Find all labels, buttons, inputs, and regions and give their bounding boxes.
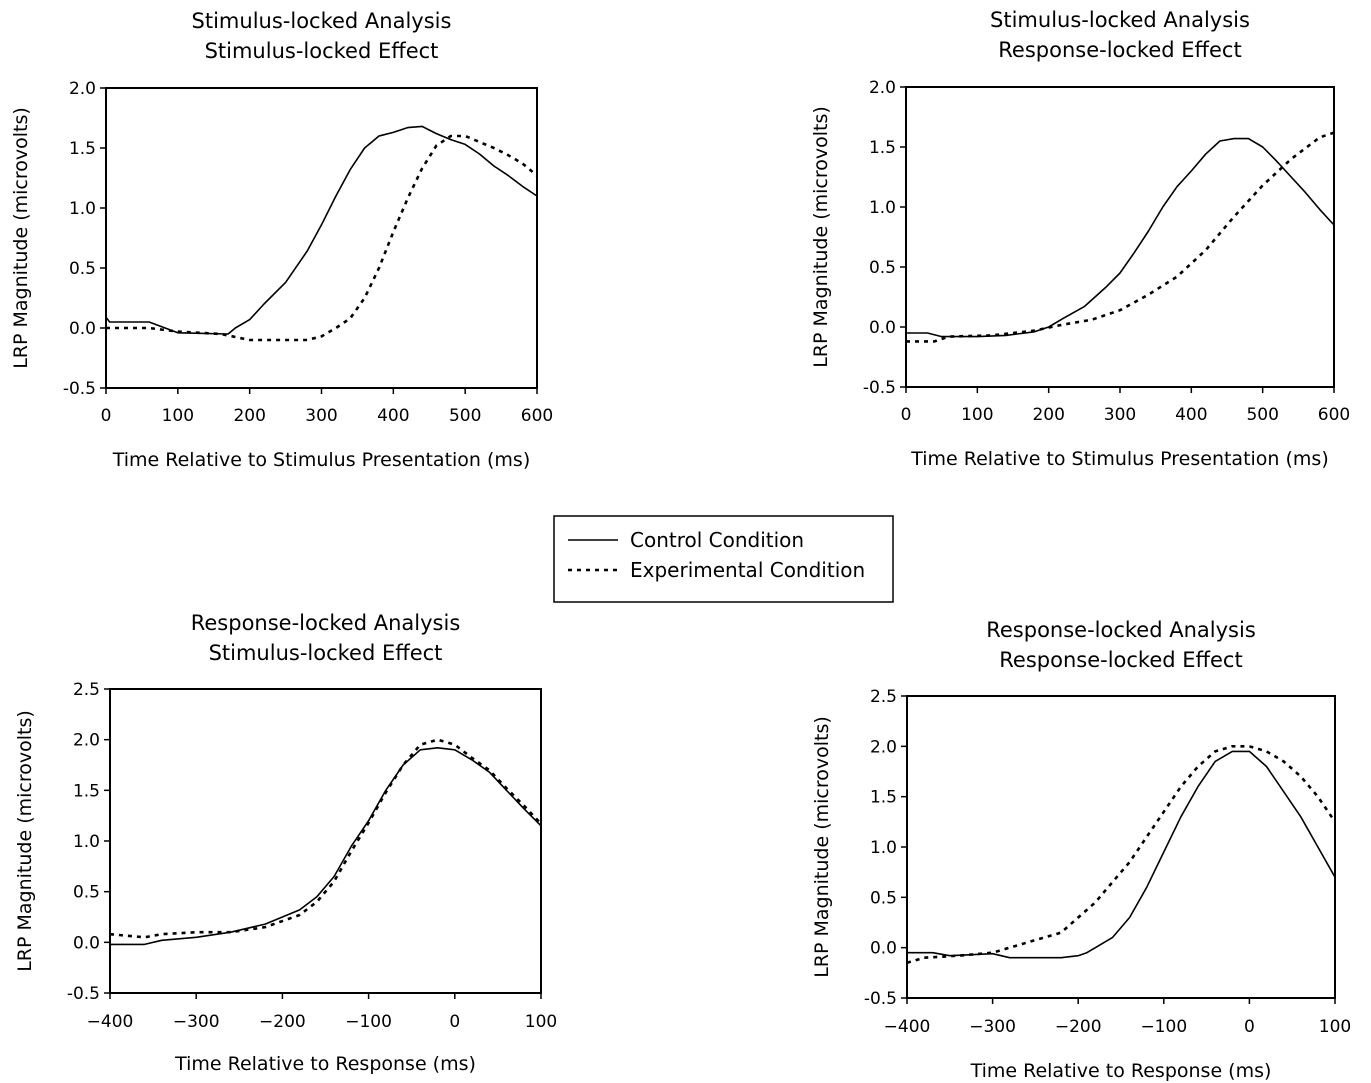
x-tick-label: 100 [525, 1012, 557, 1032]
y-tick-label: 2.0 [69, 79, 96, 99]
plot-frame [109, 688, 542, 994]
y-tick-label: 2.5 [870, 687, 897, 707]
x-tick-label: −200 [259, 1012, 306, 1032]
chart-title-line: Stimulus-locked Effect [209, 641, 443, 665]
x-axis-label: Time Relative to Response (ms) [174, 1053, 476, 1075]
y-axis-label: LRP Magnitude (microvolts) [14, 710, 36, 972]
experimental-condition-line [106, 134, 538, 342]
y-tick-label: 0.0 [870, 939, 897, 959]
x-tick-label: −400 [87, 1012, 134, 1032]
y-tick-label: 1.5 [73, 781, 100, 801]
y-tick-label: 1.0 [869, 198, 896, 218]
x-axis-label: Time Relative to Stimulus Presentation (… [112, 449, 531, 471]
control-condition-line [906, 137, 1335, 338]
chart-title-line: Response-locked Effect [998, 38, 1241, 62]
x-tick-label: −400 [884, 1017, 931, 1037]
y-tick-label: 1.5 [69, 139, 96, 159]
x-tick-label: −300 [969, 1017, 1016, 1037]
x-tick-label: −100 [1140, 1017, 1187, 1037]
x-tick-label: 100 [162, 406, 194, 426]
y-tick-label: 1.0 [69, 199, 96, 219]
y-tick-label: 1.5 [869, 138, 896, 158]
chart-title-line: Stimulus-locked Effect [205, 39, 439, 63]
plot-frame [905, 86, 1335, 388]
chart-panel-2: Stimulus-locked Analysis Response-locked … [810, 8, 1350, 470]
x-tick-label: 100 [1319, 1017, 1351, 1037]
x-axis-label: Time Relative to Stimulus Presentation (… [910, 448, 1329, 470]
y-tick-label: 0.0 [69, 319, 96, 339]
chart-title-line: Response-locked Analysis [191, 611, 461, 635]
x-tick-label: 100 [961, 405, 993, 425]
y-tick-label: 0.5 [870, 888, 897, 908]
y-tick-label: 0.0 [869, 318, 896, 338]
x-tick-label: 500 [1246, 405, 1278, 425]
x-tick-label: 0 [1244, 1017, 1255, 1037]
x-tick-label: −200 [1055, 1017, 1102, 1037]
x-tick-label: 200 [233, 406, 265, 426]
legend-label: Experimental Condition [630, 558, 865, 582]
chart-title-line: Stimulus-locked Analysis [990, 8, 1250, 32]
x-axis-label: Time Relative to Response (ms) [970, 1060, 1272, 1082]
legend-box [553, 515, 894, 603]
control-condition-line [110, 746, 542, 946]
chart-panel-1: Stimulus-locked Analysis Stimulus-locked … [10, 9, 553, 471]
x-tick-label: 400 [1175, 405, 1207, 425]
y-tick-label: -0.5 [63, 379, 96, 399]
chart-panel-3: Response-locked Analysis Stimulus-locked … [14, 611, 557, 1075]
legend-label: Control Condition [630, 528, 804, 552]
legend: Control Condition Experimental Condition [553, 515, 894, 603]
x-tick-label: 600 [521, 406, 553, 426]
chart-title-line: Stimulus-locked Analysis [192, 9, 452, 33]
y-tick-label: -0.5 [67, 984, 100, 1004]
y-tick-label: 2.0 [870, 737, 897, 757]
x-tick-label: 0 [449, 1012, 460, 1032]
y-tick-label: 0.5 [869, 258, 896, 278]
x-tick-label: 200 [1032, 405, 1064, 425]
x-tick-label: 400 [377, 406, 409, 426]
experimental-condition-line [906, 131, 1335, 343]
y-axis-label: LRP Magnitude (microvolts) [10, 107, 32, 369]
x-tick-label: 300 [1104, 405, 1136, 425]
x-tick-label: 300 [305, 406, 337, 426]
y-tick-label: -0.5 [864, 989, 897, 1009]
x-tick-label: −300 [173, 1012, 220, 1032]
y-tick-label: 2.0 [869, 78, 896, 98]
chart-title-line: Response-locked Effect [999, 648, 1242, 672]
plot-frame [906, 695, 1336, 999]
experimental-condition-line [906, 744, 1337, 965]
chart-title-line: Response-locked Analysis [986, 618, 1256, 642]
x-tick-label: 0 [901, 405, 912, 425]
control-condition-line [907, 750, 1336, 959]
x-tick-label: 500 [449, 406, 481, 426]
plot-frame [105, 87, 538, 389]
x-tick-label: 0 [101, 406, 112, 426]
y-tick-label: 2.0 [73, 731, 100, 751]
chart-panel-4: Response-locked Analysis Response-locked … [811, 618, 1351, 1082]
y-axis-label: LRP Magnitude (microvolts) [810, 106, 832, 368]
y-tick-label: 1.5 [870, 788, 897, 808]
y-tick-label: 0.5 [73, 883, 100, 903]
control-condition-line [105, 125, 538, 335]
y-tick-label: 1.0 [73, 832, 100, 852]
y-axis-label: LRP Magnitude (microvolts) [811, 716, 833, 978]
y-tick-label: 2.5 [73, 680, 100, 700]
x-tick-label: −100 [345, 1012, 392, 1032]
x-tick-label: 600 [1318, 405, 1350, 425]
y-tick-label: -0.5 [863, 378, 896, 398]
experimental-condition-line [109, 738, 542, 939]
y-tick-label: 1.0 [870, 838, 897, 858]
y-tick-label: 0.5 [69, 259, 96, 279]
y-tick-label: 0.0 [73, 933, 100, 953]
